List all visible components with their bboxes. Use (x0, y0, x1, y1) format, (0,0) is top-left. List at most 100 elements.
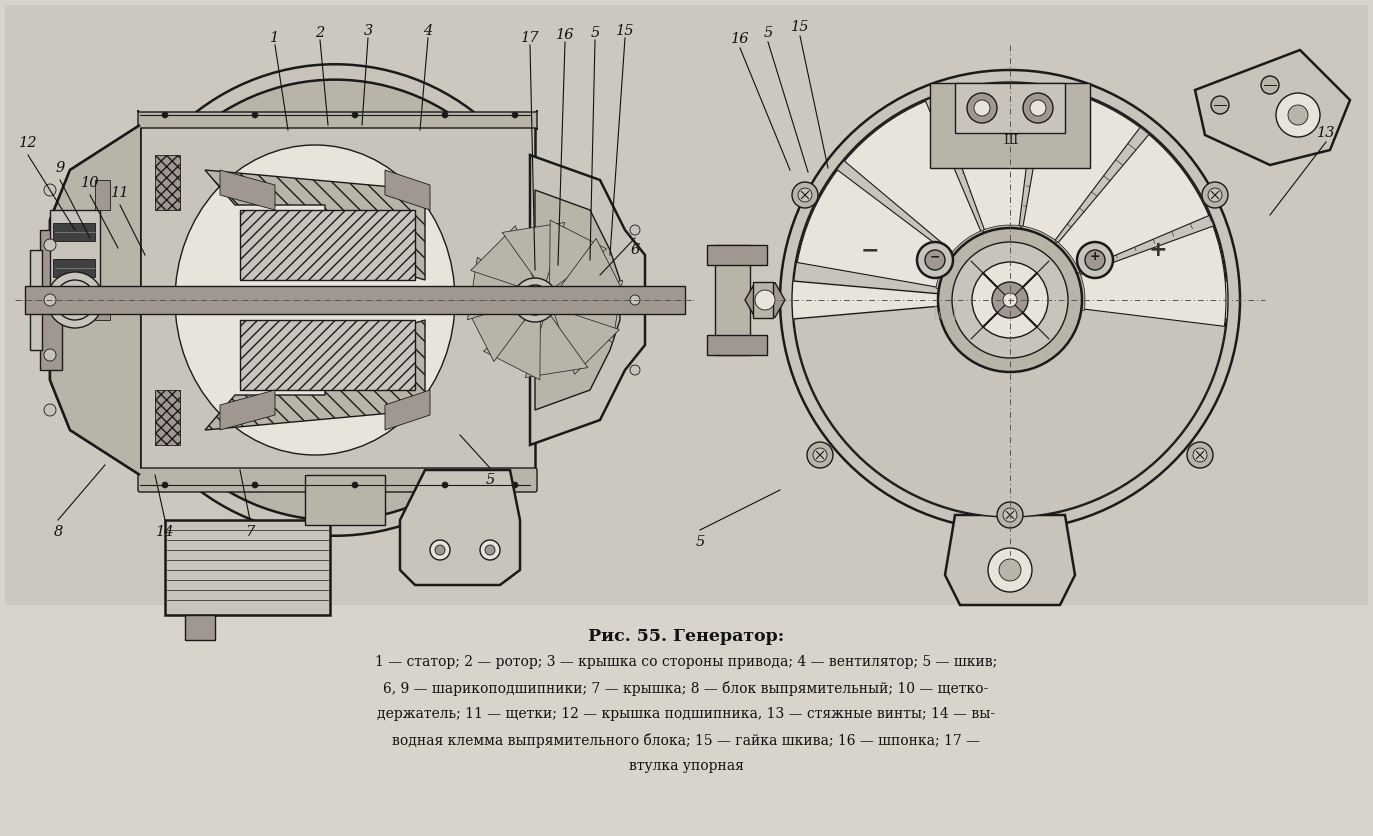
Wedge shape (1071, 273, 1085, 310)
Text: 5: 5 (763, 26, 773, 40)
Bar (715, 245, 750, 355)
Text: держатель; 11 — щетки; 12 — крышка подшипника, 13 — стяжные винты; 14 — вы-: держатель; 11 — щетки; 12 — крышка подши… (378, 707, 995, 721)
Wedge shape (951, 231, 986, 259)
Bar (956, 83, 1065, 133)
Circle shape (1030, 100, 1046, 116)
Circle shape (813, 448, 827, 462)
Ellipse shape (119, 79, 551, 520)
Polygon shape (945, 515, 1075, 605)
Circle shape (925, 250, 945, 270)
Circle shape (430, 540, 450, 560)
Circle shape (253, 112, 258, 118)
Bar (54, 223, 95, 241)
Polygon shape (503, 222, 564, 286)
Circle shape (967, 93, 997, 123)
Wedge shape (794, 83, 1226, 295)
Polygon shape (205, 170, 426, 280)
Circle shape (780, 70, 1240, 530)
Text: 13: 13 (1317, 126, 1336, 140)
Circle shape (351, 112, 358, 118)
Circle shape (55, 280, 95, 320)
Circle shape (442, 112, 448, 118)
Bar (140, 125, 535, 475)
Circle shape (481, 540, 500, 560)
Text: 7: 7 (246, 525, 254, 539)
Bar (5, 5, 1368, 605)
Circle shape (253, 482, 258, 488)
Polygon shape (471, 226, 537, 291)
Circle shape (512, 482, 518, 488)
Circle shape (1076, 242, 1114, 278)
Bar (54, 259, 95, 277)
Text: −: − (861, 240, 879, 260)
Text: 5: 5 (486, 473, 494, 487)
Wedge shape (794, 300, 1226, 517)
Wedge shape (936, 254, 958, 290)
Circle shape (792, 82, 1227, 518)
Circle shape (530, 295, 540, 305)
Text: +: + (1149, 240, 1167, 260)
Circle shape (630, 225, 640, 235)
Circle shape (630, 365, 640, 375)
Text: +: + (1090, 251, 1100, 263)
Text: водная клемма выпрямительного блока; 15 — гайка шкива; 16 — шпонка; 17 —: водная клемма выпрямительного блока; 15 … (393, 733, 980, 748)
Circle shape (514, 278, 557, 322)
Circle shape (1188, 442, 1212, 468)
Bar (30, 250, 43, 350)
Text: 5: 5 (590, 26, 600, 40)
Wedge shape (1023, 87, 1140, 243)
Text: 1 — статор; 2 — ротор; 3 — крышка со стороны привода; 4 — вентилятор; 5 — шкив;: 1 — статор; 2 — ротор; 3 — крышка со сто… (375, 655, 997, 669)
Bar (240, 210, 415, 280)
Text: 5: 5 (695, 535, 704, 549)
Ellipse shape (174, 145, 454, 455)
Polygon shape (384, 170, 430, 210)
Polygon shape (483, 312, 541, 380)
Text: 15: 15 (791, 20, 809, 34)
Bar (155, 390, 180, 445)
Text: 6: 6 (630, 243, 640, 257)
Circle shape (630, 295, 640, 305)
Bar (752, 282, 773, 318)
Circle shape (807, 442, 833, 468)
Circle shape (512, 112, 518, 118)
Circle shape (951, 242, 1068, 358)
Text: 12: 12 (19, 136, 37, 150)
Text: 15: 15 (615, 24, 634, 38)
Circle shape (792, 182, 818, 208)
Text: Ш: Ш (1002, 134, 1017, 146)
FancyBboxPatch shape (139, 110, 537, 130)
Circle shape (1211, 96, 1229, 114)
Circle shape (997, 502, 1023, 528)
Bar (185, 615, 216, 640)
Circle shape (435, 545, 445, 555)
Text: 17: 17 (520, 31, 540, 45)
Text: 16: 16 (730, 32, 750, 46)
Text: втулка упорная: втулка упорная (629, 759, 743, 773)
Circle shape (44, 349, 56, 361)
Bar (305, 475, 384, 525)
Circle shape (1201, 182, 1227, 208)
Circle shape (44, 294, 56, 306)
Wedge shape (844, 101, 982, 254)
Polygon shape (465, 304, 533, 362)
Circle shape (520, 285, 551, 315)
Circle shape (44, 239, 56, 251)
Wedge shape (798, 170, 953, 288)
Polygon shape (49, 125, 140, 475)
Circle shape (442, 482, 448, 488)
Text: 3: 3 (364, 24, 372, 38)
Wedge shape (1056, 135, 1208, 273)
Circle shape (44, 184, 56, 196)
Bar (240, 320, 415, 390)
Text: 1: 1 (270, 31, 280, 45)
Circle shape (917, 242, 953, 278)
Circle shape (755, 290, 774, 310)
Bar (25, 286, 685, 314)
Polygon shape (384, 390, 430, 430)
Text: 2: 2 (316, 26, 324, 40)
Text: Рис. 55. Генератор:: Рис. 55. Генератор: (588, 628, 784, 645)
Circle shape (1193, 448, 1207, 462)
Wedge shape (936, 84, 1037, 233)
Polygon shape (530, 155, 645, 445)
Bar (40, 230, 62, 370)
